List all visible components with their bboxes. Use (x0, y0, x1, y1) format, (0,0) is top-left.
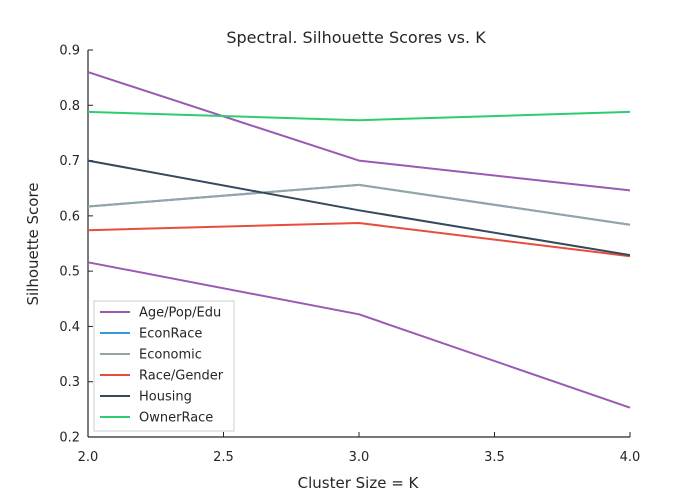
chart-title: Spectral. Silhouette Scores vs. K (226, 28, 486, 47)
series-line-age-pop-edu (87, 71, 631, 192)
y-tick-label: 0.9 (59, 44, 80, 59)
x-tick-label: 2.0 (78, 450, 99, 465)
legend: Age/Pop/Edu EconRace Economic Race/Gender Ho… (93, 300, 235, 432)
legend-label: OwnerRace (139, 411, 213, 426)
y-tick-label: 0.3 (59, 375, 80, 390)
y-tick-label: 0.4 (59, 320, 80, 335)
legend-label: Race/Gender (139, 369, 224, 384)
y-axis-title: Silhouette Score (24, 182, 42, 305)
series-line-housing (87, 159, 631, 257)
y-tick-label: 0.2 (59, 431, 80, 446)
legend-label: Age/Pop/Edu (139, 306, 221, 321)
series-group (87, 71, 631, 409)
series-line-economic (87, 183, 631, 226)
axes: 0.2 0.3 0.4 0.5 0.6 0.7 0.8 0.9 2.0 2.5 3.0 3.5 4.0 (59, 44, 640, 466)
x-tick-label: 4.0 (620, 450, 641, 465)
x-tick-label: 3.5 (484, 450, 505, 465)
y-tick-label: 0.6 (59, 209, 80, 224)
y-tick-label: 0.5 (59, 265, 80, 280)
x-tick-label: 3.0 (349, 450, 370, 465)
x-tick-label: 2.5 (213, 450, 234, 465)
series-line-econrace (87, 183, 631, 226)
series-line-ownerrace (87, 110, 631, 122)
legend-label: Housing (139, 390, 192, 405)
series-line-age-pop-edu (87, 261, 631, 409)
series-line-race-gender (87, 222, 631, 258)
legend-label: EconRace (139, 327, 202, 342)
legend-label: Economic (139, 348, 202, 363)
x-axis-title: Cluster Size = K (298, 474, 420, 492)
y-tick-label: 0.8 (59, 99, 80, 114)
y-tick-label: 0.7 (59, 154, 80, 169)
legend-box (93, 300, 235, 432)
